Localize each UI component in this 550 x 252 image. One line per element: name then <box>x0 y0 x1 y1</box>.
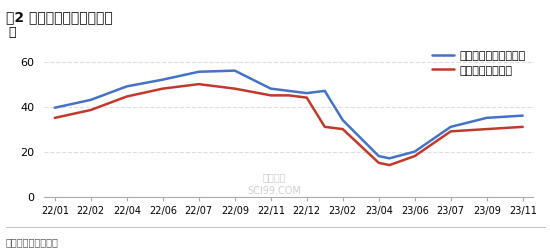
纺厂棉纱成品库存 <box>447 130 454 133</box>
纺厂棉纱成品库存 <box>376 161 382 164</box>
纺厂棉纱成品库存 <box>483 128 490 131</box>
纺厂棉纱成品库存 <box>160 87 166 90</box>
纺厂棉纱成品库存 <box>339 128 346 131</box>
纺厂纯棉坯布成品库存 <box>232 69 238 72</box>
Text: 图2 全国纺织企业成品库存: 图2 全国纺织企业成品库存 <box>6 10 112 24</box>
纺厂纯棉坯布成品库存 <box>321 89 328 92</box>
纺厂纯棉坯布成品库存 <box>483 116 490 119</box>
纺厂棉纱成品库存 <box>386 164 393 167</box>
Line: 纺厂棉纱成品库存: 纺厂棉纱成品库存 <box>55 84 522 165</box>
纺厂纯棉坯布成品库存 <box>519 114 526 117</box>
纺厂纯棉坯布成品库存 <box>304 92 310 95</box>
纺厂棉纱成品库存 <box>267 94 274 97</box>
纺厂纯棉坯布成品库存 <box>160 78 166 81</box>
纺厂棉纱成品库存 <box>87 108 94 111</box>
纺厂棉纱成品库存 <box>411 154 418 158</box>
纺厂棉纱成品库存 <box>285 94 292 97</box>
纺厂纯棉坯布成品库存 <box>52 106 58 109</box>
纺厂棉纱成品库存 <box>124 95 130 98</box>
Text: 天: 天 <box>8 26 16 39</box>
纺厂棉纱成品库存 <box>519 125 526 128</box>
纺厂纯棉坯布成品库存 <box>376 154 382 158</box>
纺厂棉纱成品库存 <box>304 96 310 99</box>
纺厂纯棉坯布成品库存 <box>447 125 454 128</box>
Line: 纺厂纯棉坯布成品库存: 纺厂纯棉坯布成品库存 <box>55 71 522 158</box>
Legend: 纺厂纯棉坯布成品库存, 纺厂棉纱成品库存: 纺厂纯棉坯布成品库存, 纺厂棉纱成品库存 <box>430 49 528 78</box>
Text: 卓创资讯: 卓创资讯 <box>262 173 286 182</box>
纺厂纯棉坯布成品库存 <box>267 87 274 90</box>
纺厂棉纱成品库存 <box>52 116 58 119</box>
纺厂纯棉坯布成品库存 <box>386 157 393 160</box>
纺厂纯棉坯布成品库存 <box>87 98 94 101</box>
Text: SCI99.COM: SCI99.COM <box>247 186 301 196</box>
纺厂纯棉坯布成品库存 <box>285 89 292 92</box>
纺厂棉纱成品库存 <box>232 87 238 90</box>
纺厂纯棉坯布成品库存 <box>411 150 418 153</box>
Text: 数据来源：卓创资讯: 数据来源：卓创资讯 <box>6 237 58 247</box>
纺厂纯棉坯布成品库存 <box>124 85 130 88</box>
纺厂纯棉坯布成品库存 <box>339 119 346 122</box>
纺厂纯棉坯布成品库存 <box>195 70 202 73</box>
纺厂棉纱成品库存 <box>321 125 328 128</box>
纺厂棉纱成品库存 <box>195 83 202 86</box>
